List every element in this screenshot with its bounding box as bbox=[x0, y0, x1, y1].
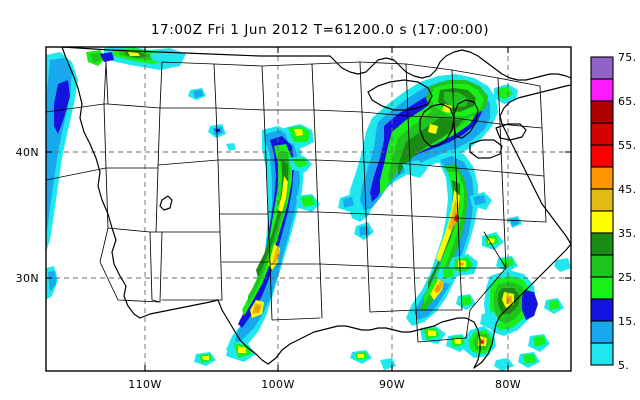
x-axis-ticks: 110W 100W 90W 80W bbox=[128, 47, 521, 391]
colorbar-band-75 bbox=[590, 56, 614, 80]
map-canvas bbox=[46, 47, 571, 371]
colorbar-band-55 bbox=[590, 144, 614, 168]
page-title: 17:00Z Fri 1 Jun 2012 T=61200.0 s (17:00… bbox=[151, 22, 489, 38]
x-axis-label-0: 110W bbox=[128, 378, 161, 391]
colorbar-label-0: 75. bbox=[618, 51, 636, 64]
map-frame bbox=[45, 46, 572, 372]
colorbar-band-20 bbox=[590, 298, 614, 322]
colorbar-band-60 bbox=[590, 122, 614, 146]
x-axis-label-1: 100W bbox=[261, 378, 294, 391]
colorbar-band-45 bbox=[590, 188, 614, 212]
colorbar-label-2: 55. bbox=[618, 139, 636, 152]
colorbar-label-4: 35. bbox=[618, 227, 636, 240]
colorbar-label-1: 65. bbox=[618, 95, 636, 108]
echo-appalachian-line bbox=[406, 150, 522, 344]
y-axis-ticks: 40N 30N bbox=[16, 146, 571, 285]
state-boundaries bbox=[46, 61, 547, 343]
colorbar-band-70 bbox=[590, 78, 614, 102]
colorbar-band-40 bbox=[590, 210, 614, 234]
colorbar-label-7: 5. bbox=[618, 359, 629, 372]
y-axis-label-0: 40N bbox=[16, 146, 39, 159]
colorbar-band-25 bbox=[590, 276, 614, 300]
echo-pacific-northwest bbox=[46, 50, 106, 300]
colorbar-band-35 bbox=[590, 232, 614, 256]
x-axis-label-2: 90W bbox=[379, 378, 405, 391]
colorbar-band-30 bbox=[590, 254, 614, 278]
echo-plains-squall-line bbox=[194, 124, 320, 366]
coastlines bbox=[61, 47, 571, 369]
colorbar-band-50 bbox=[590, 166, 614, 190]
colorbar-band-65 bbox=[590, 100, 614, 124]
graticule bbox=[46, 47, 571, 371]
colorbar-label-3: 45. bbox=[618, 183, 636, 196]
colorbar-label-6: 15. bbox=[618, 315, 636, 328]
x-axis-label-3: 80W bbox=[495, 378, 521, 391]
colorbar-band-5 bbox=[590, 342, 614, 366]
colorbar-band-15 bbox=[590, 320, 614, 344]
colorbar-label-5: 25. bbox=[618, 271, 636, 284]
y-axis-label-1: 30N bbox=[16, 272, 39, 285]
colorbar: 75. 65. 55. 45. 35. 25. 15. 5. bbox=[590, 51, 636, 372]
